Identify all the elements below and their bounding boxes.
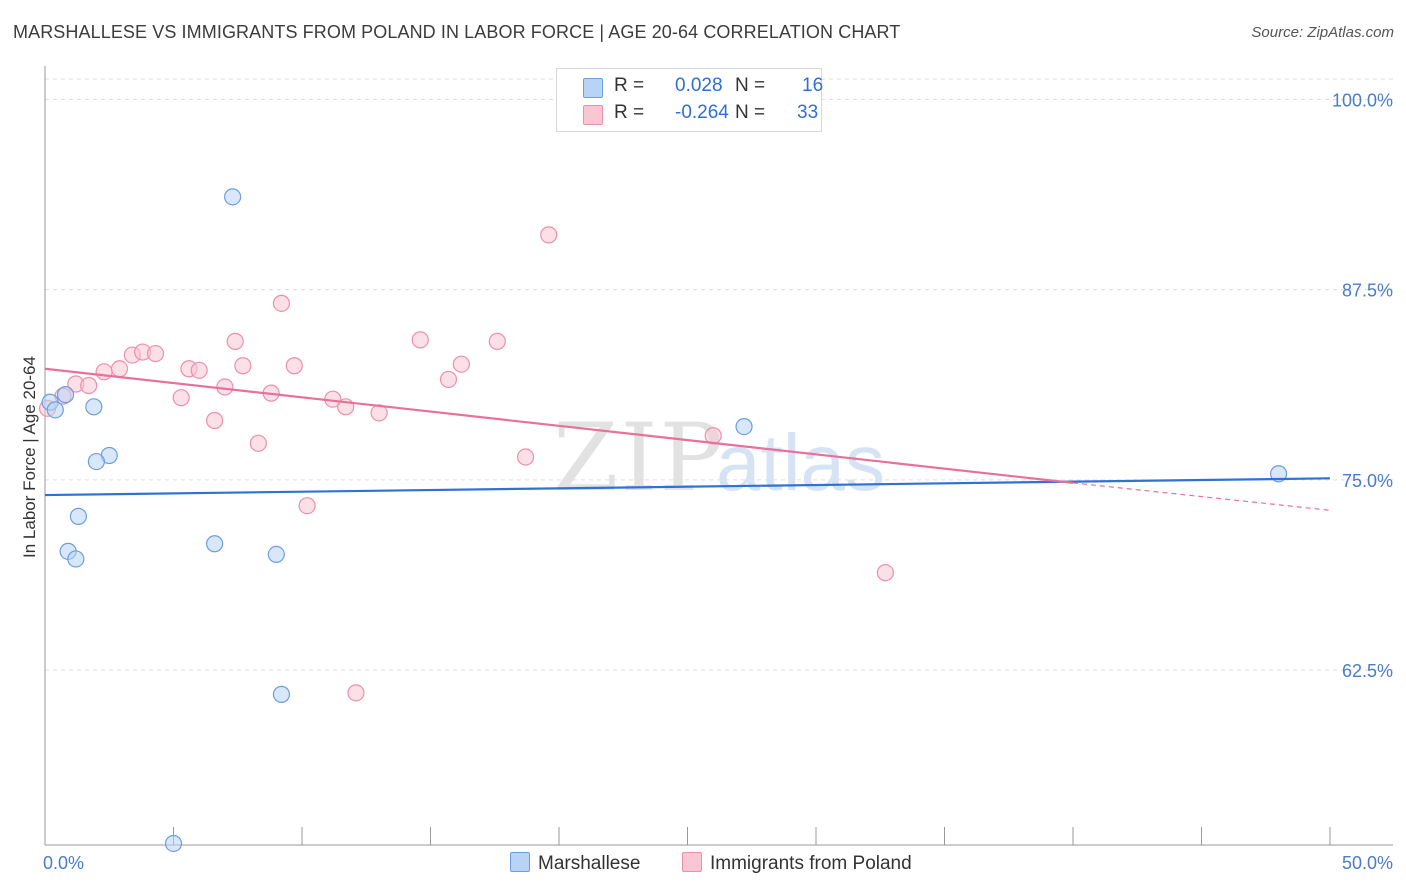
trend-line-immigrants-from-poland-extension xyxy=(1072,482,1331,511)
marshallese-point-14[interactable] xyxy=(272,685,291,703)
trend-line-marshallese xyxy=(44,477,1331,497)
marshallese-point-13[interactable] xyxy=(1269,465,1288,483)
bottom-legend-immigrants-from-poland[interactable]: Immigrants from Poland xyxy=(682,852,912,875)
marshallese-point-12[interactable] xyxy=(735,417,753,436)
x-tick-label-max: 50.0% xyxy=(1342,853,1393,873)
legend-r-value-immigrants-from-poland: -0.264 xyxy=(675,102,729,123)
source-attribution: Source: ZipAtlas.com xyxy=(1251,24,1394,41)
y-tick-label-3: 62.5% xyxy=(1342,661,1393,681)
immigrants-from-poland-point-27[interactable] xyxy=(452,355,470,373)
gridlines xyxy=(45,78,1393,671)
legend-r-value-marshallese: 0.028 xyxy=(675,75,723,96)
series-marshallese-points xyxy=(41,188,1288,853)
y-tick-labels: 100.0% 87.5% 75.0% 62.5% xyxy=(1332,90,1393,681)
immigrants-from-poland-point-4[interactable] xyxy=(95,363,113,381)
marshallese-point-3[interactable] xyxy=(85,398,103,416)
bottom-legend-swatch-marshallese xyxy=(510,852,530,872)
immigrants-from-poland-point-12[interactable] xyxy=(206,411,224,430)
marshallese-point-4[interactable] xyxy=(224,188,242,206)
y-tick-label-1: 87.5% xyxy=(1342,281,1393,301)
chart-title: MARSHALLESE VS IMMIGRANTS FROM POLAND IN… xyxy=(13,22,901,42)
watermark: ZIP atlas xyxy=(553,404,885,513)
axes xyxy=(44,66,1393,846)
immigrants-from-poland-point-3[interactable] xyxy=(80,376,98,395)
series-immigrants-from-poland-points xyxy=(38,226,894,702)
immigrants-from-poland-point-11[interactable] xyxy=(190,361,208,379)
immigrants-from-poland-point-25[interactable] xyxy=(411,331,429,349)
immigrants-from-poland-point-30[interactable] xyxy=(540,226,558,244)
immigrants-from-poland-point-20[interactable] xyxy=(298,497,316,515)
immigrants-from-poland-point-15[interactable] xyxy=(234,357,252,375)
immigrants-from-poland-point-32[interactable] xyxy=(876,564,894,582)
immigrants-from-poland-point-14[interactable] xyxy=(226,332,244,350)
immigrants-from-poland-point-29[interactable] xyxy=(516,448,535,466)
bottom-legend-marshallese[interactable]: Marshallese xyxy=(510,852,640,875)
bottom-legend-swatch-immigrants-from-poland xyxy=(682,852,702,872)
marshallese-point-10[interactable] xyxy=(206,535,224,553)
legend-r-label: R = xyxy=(614,102,645,123)
legend-swatch-immigrants-from-poland xyxy=(583,105,603,125)
immigrants-from-poland-point-28[interactable] xyxy=(488,332,506,350)
y-tick-label-2: 75.0% xyxy=(1342,471,1393,491)
source-value[interactable]: ZipAtlas.com xyxy=(1307,24,1394,41)
y-tick-label-0: 100.0% xyxy=(1332,90,1393,110)
marshallese-point-6[interactable] xyxy=(87,452,106,471)
immigrants-from-poland-point-18[interactable] xyxy=(272,294,291,312)
marshallese-point-11[interactable] xyxy=(267,545,285,563)
immigrants-from-poland-point-23[interactable] xyxy=(347,684,365,702)
marshallese-point-7[interactable] xyxy=(69,507,88,525)
legend-n-value-marshallese: 16 xyxy=(802,75,824,96)
immigrants-from-poland-point-5[interactable] xyxy=(110,360,129,378)
x-tick-label-min: 0.0% xyxy=(43,853,84,873)
bottom-legend-label-immigrants-from-poland: Immigrants from Poland xyxy=(710,853,912,874)
legend-swatch-marshallese xyxy=(583,78,603,98)
marshallese-point-9[interactable] xyxy=(67,550,85,568)
immigrants-from-poland-point-26[interactable] xyxy=(439,370,458,389)
trend-line-immigrants-from-poland xyxy=(44,367,1074,484)
marshallese-point-15[interactable] xyxy=(164,834,183,853)
x-tick-labels: 0.0% 50.0% xyxy=(43,853,1393,873)
immigrants-from-poland-point-9[interactable] xyxy=(172,389,190,407)
legend-n-value-immigrants-from-poland: 33 xyxy=(797,102,819,123)
marshallese-point-2[interactable] xyxy=(56,386,75,404)
legend-n-label: N = xyxy=(735,75,766,96)
legend-n-label: N = xyxy=(735,102,766,123)
marshallese-point-1[interactable] xyxy=(46,401,64,419)
trend-lines xyxy=(44,367,1331,511)
watermark-zip: ZIP xyxy=(553,404,725,513)
immigrants-from-poland-point-16[interactable] xyxy=(249,434,267,452)
y-axis-label: In Labor Force | Age 20-64 xyxy=(20,356,39,558)
source-label: Source: xyxy=(1251,24,1304,41)
immigrants-from-poland-point-19[interactable] xyxy=(285,357,303,375)
immigrants-from-poland-point-8[interactable] xyxy=(146,344,165,363)
bottom-legend-label-marshallese: Marshallese xyxy=(538,853,641,874)
legend-r-label: R = xyxy=(614,75,645,96)
correlation-legend: R = 0.028 N = 16 R = -0.264 N = 33 xyxy=(556,68,824,132)
